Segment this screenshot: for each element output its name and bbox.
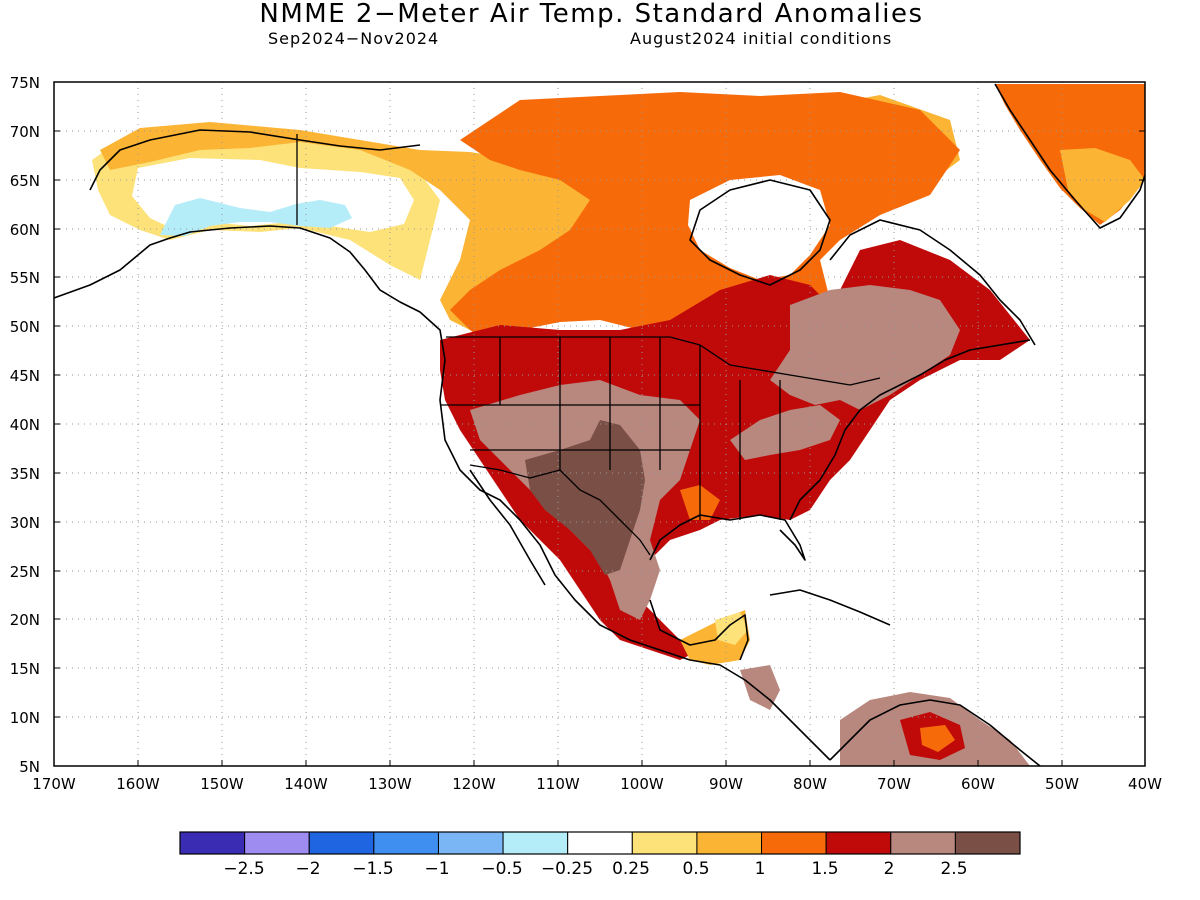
coast-south-america	[829, 699, 1041, 766]
lon-label: 110W	[536, 775, 580, 793]
lon-label: 130W	[368, 775, 412, 793]
shade-central-america-brown	[740, 665, 780, 710]
colorbar-label: 1.5	[811, 859, 838, 879]
lat-label: 70N	[10, 123, 40, 141]
coast-alaska	[54, 225, 831, 761]
colorbar-label: −2	[295, 859, 320, 879]
lat-label: 45N	[10, 367, 40, 385]
lon-label: 120W	[452, 775, 496, 793]
lat-label: 55N	[10, 269, 40, 287]
coast-greenland	[994, 83, 1145, 229]
colorbar-label: −0.5	[481, 859, 522, 879]
colorbar-swatch	[631, 831, 698, 855]
lat-label: 40N	[10, 416, 40, 434]
lon-label: 160W	[116, 775, 160, 793]
lon-label: 90W	[709, 775, 743, 793]
map-gridlines	[54, 82, 1145, 766]
colorbar-swatch	[244, 831, 310, 855]
colorbar-label: −0.25	[541, 859, 593, 879]
shade-hudson-bay-white	[688, 175, 830, 280]
colorbar-swatch	[761, 831, 827, 855]
coast-cuba	[769, 589, 891, 626]
forecast-period: Sep2024−Nov2024	[268, 29, 440, 48]
colorbar-swatch	[373, 831, 439, 855]
coast-east-us	[789, 339, 1031, 521]
coast-baja	[469, 469, 546, 586]
lat-axis	[54, 81, 1145, 767]
anomaly-shading	[92, 84, 1145, 766]
shade-southeast-brown	[730, 405, 840, 460]
colorbar-swatch	[179, 831, 246, 855]
lat-label: 65N	[10, 172, 40, 190]
colorbar-frame	[179, 831, 1021, 855]
colorbar-swatch	[437, 831, 504, 855]
lat-label: 15N	[10, 660, 40, 678]
colorbar-swatches	[179, 831, 1021, 855]
lat-label: 35N	[10, 465, 40, 483]
colorbar-swatch	[890, 831, 956, 855]
colorbar-swatch	[954, 831, 1021, 855]
shade-southwest-dark-brown	[525, 420, 645, 575]
lat-label: 25N	[10, 563, 40, 581]
colorbar-label: −1	[424, 859, 449, 879]
border-us-mexico	[469, 464, 651, 556]
colorbar-label: 0.5	[682, 859, 709, 879]
colorbar-swatch	[825, 831, 892, 855]
colorbar-swatch	[696, 831, 763, 855]
shade-south-america-orange	[920, 725, 955, 752]
colorbar-label: 0.25	[612, 859, 650, 879]
colorbar-swatch	[308, 831, 375, 855]
coastlines	[54, 83, 1145, 766]
colorbar-label: 2.5	[940, 859, 967, 879]
lon-label: 100W	[620, 775, 664, 793]
colorbar: −2.5 −2 −1.5 −1 −0.5 −0.25 0.25 0.5 1 1.…	[179, 831, 1021, 879]
lat-label: 75N	[10, 74, 40, 92]
lon-label: 140W	[284, 775, 328, 793]
lat-label: 20N	[10, 611, 40, 629]
colorbar-label: −2.5	[223, 859, 264, 879]
coast-labrador	[829, 219, 1036, 346]
lon-label: 170W	[32, 775, 76, 793]
colorbar-label: −1.5	[352, 859, 393, 879]
lon-axis	[53, 760, 1146, 766]
lon-label: 80W	[793, 775, 827, 793]
colorbar-label: 2	[884, 859, 895, 879]
lon-label: 70W	[877, 775, 911, 793]
shade-greenland-lightorange	[1060, 148, 1145, 222]
coast-hudson-bay	[689, 179, 831, 286]
initial-conditions: August2024 initial conditions	[630, 29, 893, 48]
lat-labels: 75N 70N 65N 60N 55N 50N 45N 40N 35N 30N …	[10, 74, 40, 776]
political-borders	[296, 134, 881, 556]
lon-labels: 170W 160W 150W 140W 130W 120W 110W 100W …	[32, 775, 1162, 793]
lat-label: 10N	[10, 709, 40, 727]
shade-yucatan-yellow	[715, 612, 748, 645]
lat-label: 50N	[10, 318, 40, 336]
colorbar-labels: −2.5 −2 −1.5 −1 −0.5 −0.25 0.25 0.5 1 1.…	[223, 859, 967, 879]
coast-gulf	[649, 514, 806, 561]
shade-alaska-light-blue	[160, 198, 352, 236]
colorbar-swatch	[502, 831, 569, 855]
lat-label: 30N	[10, 514, 40, 532]
map-title: NMME 2−Meter Air Temp. Standard Anomalie…	[259, 0, 924, 29]
coast-alaska-north	[89, 129, 421, 191]
lat-label: 60N	[10, 221, 40, 239]
lon-label: 150W	[200, 775, 244, 793]
border-state-grid	[440, 337, 781, 520]
lon-label: 50W	[1045, 775, 1079, 793]
coast-yucatan	[649, 599, 749, 661]
border-us-canada	[446, 336, 881, 386]
lon-label: 60W	[961, 775, 995, 793]
lat-label: 5N	[19, 758, 40, 776]
lon-label: 40W	[1128, 775, 1162, 793]
colorbar-swatch	[567, 831, 633, 855]
colorbar-label: 1	[755, 859, 766, 879]
